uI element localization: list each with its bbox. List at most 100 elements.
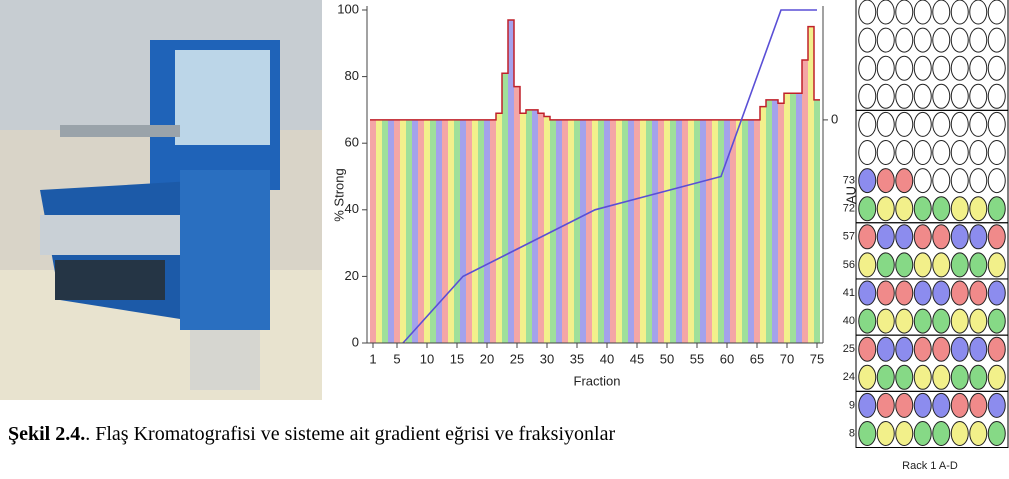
bar [580, 120, 586, 343]
rack-well [896, 225, 913, 249]
rack-well [951, 197, 968, 221]
bar [508, 20, 514, 343]
rack-well [896, 337, 913, 361]
rack-row-label: 8 [849, 427, 855, 439]
figure: 0204060801000151015202530354045505560657… [0, 0, 1009, 479]
rack-well [877, 56, 894, 80]
rack-well [859, 309, 876, 333]
rack-well [877, 309, 894, 333]
bar [616, 120, 622, 343]
bar [694, 120, 700, 343]
bar [748, 120, 754, 343]
rack-well [951, 281, 968, 305]
rack-well [970, 56, 987, 80]
rack-row-label: 24 [843, 371, 855, 383]
rack-well [859, 141, 876, 165]
x-tick-label: 1 [369, 351, 376, 366]
rack-well [859, 422, 876, 446]
bar [706, 120, 712, 343]
bar [652, 120, 658, 343]
rack-well [877, 0, 894, 24]
rack-well [988, 225, 1005, 249]
rack-well [877, 337, 894, 361]
bar [646, 120, 652, 343]
rack-well [914, 309, 931, 333]
x-tick-label: 20 [480, 351, 494, 366]
rack-well [933, 393, 950, 417]
bar [460, 120, 466, 343]
bar [604, 120, 610, 343]
rack-well [859, 56, 876, 80]
rack-well [951, 0, 968, 24]
rack-well [914, 28, 931, 52]
rack-well [859, 365, 876, 389]
x-tick-label: 25 [510, 351, 524, 366]
rack-well [896, 0, 913, 24]
rack-well [877, 197, 894, 221]
rack-well [933, 0, 950, 24]
rack-well [933, 309, 950, 333]
rack-well [970, 197, 987, 221]
rack-well [970, 225, 987, 249]
page: 0204060801000151015202530354045505560657… [0, 0, 1009, 479]
bar [562, 120, 568, 343]
rack-well [933, 84, 950, 108]
rack-well [877, 28, 894, 52]
bar [808, 27, 814, 343]
y-tick-label: 0 [352, 334, 359, 349]
rack-well [933, 112, 950, 136]
rack-well [951, 337, 968, 361]
bar [754, 120, 760, 343]
bar [556, 120, 562, 343]
rack-well [914, 112, 931, 136]
rack-well [914, 0, 931, 24]
rack-well [970, 141, 987, 165]
rack-well [877, 225, 894, 249]
rack-well [951, 169, 968, 193]
rack-well [896, 365, 913, 389]
y-tick-label: 40 [345, 201, 359, 216]
bar [784, 93, 790, 343]
x-tick-label: 10 [420, 351, 434, 366]
rack-well [859, 0, 876, 24]
x-tick-label: 40 [600, 351, 614, 366]
rack-well [914, 365, 931, 389]
rack-well [988, 337, 1005, 361]
bar [802, 60, 808, 343]
caption-label: Şekil 2.4. [8, 423, 85, 445]
rack-well [933, 337, 950, 361]
bar [640, 120, 646, 343]
bar [514, 87, 520, 343]
rack-well [988, 141, 1005, 165]
bar [676, 120, 682, 343]
rack-well [877, 422, 894, 446]
rack-well [896, 169, 913, 193]
rack-well [933, 225, 950, 249]
rack-well [896, 112, 913, 136]
y-tick-label: 20 [345, 268, 359, 283]
bar [520, 113, 526, 343]
rack-well [933, 169, 950, 193]
bar [388, 120, 394, 343]
rack-row-label: 41 [843, 287, 855, 299]
bar [766, 100, 772, 343]
y2-tick-label: 0 [831, 111, 838, 126]
rack-well [951, 365, 968, 389]
bar [628, 120, 634, 343]
bar [526, 110, 532, 343]
rack-well [988, 422, 1005, 446]
rack-well [988, 281, 1005, 305]
rack-well [951, 28, 968, 52]
bar [658, 120, 664, 343]
rack-well [988, 309, 1005, 333]
rack-well [859, 253, 876, 277]
rack-row-label: 57 [843, 231, 855, 243]
bar [502, 73, 508, 343]
rack-well [914, 225, 931, 249]
rack-well [896, 393, 913, 417]
bar [532, 110, 538, 343]
rack-well [914, 422, 931, 446]
bar [700, 120, 706, 343]
rack-well [859, 112, 876, 136]
